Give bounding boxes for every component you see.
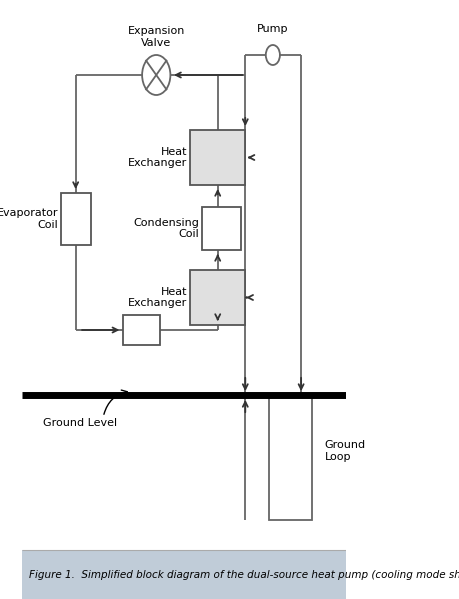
Bar xyxy=(202,207,241,250)
Text: Heat
Exchanger: Heat Exchanger xyxy=(128,147,187,168)
Text: Figure 1.  Simplified block diagram of the dual-source heat pump (cooling mode s: Figure 1. Simplified block diagram of th… xyxy=(29,570,459,580)
Text: Pump: Pump xyxy=(257,24,289,34)
Bar xyxy=(190,130,245,185)
Text: Heat
Exchanger: Heat Exchanger xyxy=(128,287,187,308)
Text: Ground Level: Ground Level xyxy=(43,418,118,428)
Text: Expansion
Valve: Expansion Valve xyxy=(128,26,185,48)
Bar xyxy=(269,395,312,520)
Bar xyxy=(123,315,160,345)
Bar xyxy=(61,193,90,245)
Bar xyxy=(190,270,245,325)
Text: Ground
Loop: Ground Loop xyxy=(325,440,365,462)
Text: Condensing
Coil: Condensing Coil xyxy=(134,217,199,239)
Bar xyxy=(22,550,347,599)
Text: Evaporator
Coil: Evaporator Coil xyxy=(0,208,58,230)
